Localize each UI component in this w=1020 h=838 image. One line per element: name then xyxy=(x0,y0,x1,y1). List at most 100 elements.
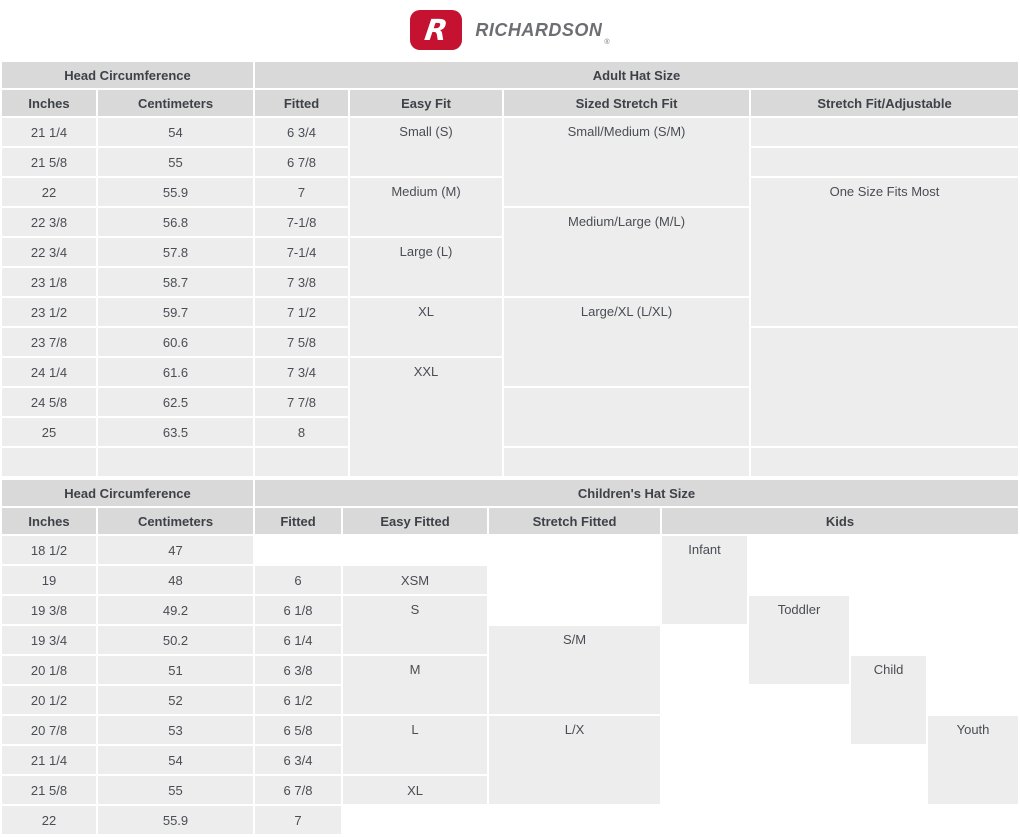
blank-cell xyxy=(489,806,661,834)
adult-sized-stretch-cell: Small/Medium (S/M) xyxy=(504,118,750,206)
table-row: 23 1/2 59.7 7 1/2 XL Large/XL (L/XL) xyxy=(2,298,1018,386)
table-row: 25 63.5 8 xyxy=(2,418,1018,446)
children-fitted-cell: 6 xyxy=(255,566,342,594)
adult-fitted-cell: 8 xyxy=(255,418,349,446)
adult-cm-cell: 61.6 xyxy=(98,358,254,386)
adult-inches-cell: 23 1/8 xyxy=(2,268,96,296)
children-fitted-cell: 6 3/8 xyxy=(255,656,342,684)
blank-cell xyxy=(489,596,661,624)
children-stretch-fitted-cell: L/X xyxy=(489,716,661,804)
children-hat-size-header: Children's Hat Size xyxy=(255,480,1018,506)
kids-child-cell: Child xyxy=(851,656,927,744)
adult-fitted-cell: 7-1/4 xyxy=(255,238,349,266)
kids-youth-cell: Youth xyxy=(928,716,1018,804)
empty-cell xyxy=(751,328,1018,446)
adult-fitted-cell: 7 5/8 xyxy=(255,328,349,356)
blank-cell xyxy=(749,776,850,804)
brand-wordmark: RICHARDSON xyxy=(475,19,603,40)
children-cm-cell: 52 xyxy=(98,686,254,714)
kids-infant-cell: Infant xyxy=(662,536,748,624)
adult-fitted-cell: 7-1/8 xyxy=(255,208,349,236)
table-row: 20 7/8 53 6 5/8 L L/X Youth xyxy=(2,716,1018,804)
table-row: 21 5/8 55 6 7/8 XL xyxy=(2,776,1018,804)
blank-cell xyxy=(851,806,927,834)
children-cm-cell: 54 xyxy=(98,746,254,774)
adult-inches-cell: 23 7/8 xyxy=(2,328,96,356)
children-inches-cell: 20 7/8 xyxy=(2,716,96,744)
table-row: 22 3/8 56.8 7-1/8 Medium/Large (M/L) xyxy=(2,208,1018,296)
adult-easy-fit-cell: XXL xyxy=(350,358,503,476)
blank-cell xyxy=(851,566,927,594)
empty-cell xyxy=(504,448,750,476)
adult-size-table: Head Circumference Adult Hat Size Inches… xyxy=(0,60,1020,478)
adult-hat-size-header: Adult Hat Size xyxy=(255,62,1018,88)
adult-col-fitted: Fitted xyxy=(255,90,349,116)
adult-fitted-cell: 7 3/8 xyxy=(255,268,349,296)
blank-cell xyxy=(749,806,850,834)
children-stretch-fitted-cell: S/M xyxy=(489,626,661,714)
adult-cm-cell: 63.5 xyxy=(98,418,254,446)
blank-cell xyxy=(662,716,748,744)
adult-col-stretch-adjustable: Stretch Fit/Adjustable xyxy=(751,90,1018,116)
children-inches-cell: 21 1/4 xyxy=(2,746,96,774)
adult-inches-cell: 25 xyxy=(2,418,96,446)
adult-inches-cell: 24 1/4 xyxy=(2,358,96,386)
children-fitted-cell: 6 1/2 xyxy=(255,686,342,714)
children-fitted-cell: 7 xyxy=(255,806,342,834)
blank-cell xyxy=(343,536,488,564)
children-inches-cell: 19 xyxy=(2,566,96,594)
children-head-circumference-header: Head Circumference xyxy=(2,480,254,506)
adult-sized-stretch-cell: Medium/Large (M/L) xyxy=(504,208,750,296)
adult-fitted-cell: 7 3/4 xyxy=(255,358,349,386)
empty-cell xyxy=(504,388,750,446)
blank-cell xyxy=(662,746,748,774)
children-size-table: Head Circumference Children's Hat Size I… xyxy=(0,478,1020,836)
empty-cell xyxy=(751,448,1018,476)
logo-r-letter: R xyxy=(422,12,451,47)
adult-head-circumference-header: Head Circumference xyxy=(2,62,254,88)
table-row: 21 1/4 54 6 3/4 xyxy=(2,746,1018,774)
blank-cell xyxy=(662,686,748,714)
adult-fitted-cell: 6 3/4 xyxy=(255,118,349,146)
empty-cell xyxy=(2,448,96,476)
table-row: 19 3/8 49.2 6 1/8 S Toddler xyxy=(2,596,1018,684)
children-fitted-cell: 6 7/8 xyxy=(255,776,342,804)
children-fitted-cell: 6 1/4 xyxy=(255,626,342,654)
adult-cm-cell: 60.6 xyxy=(98,328,254,356)
adult-cm-cell: 55.9 xyxy=(98,178,254,206)
adult-col-centimeters: Centimeters xyxy=(98,90,254,116)
children-col-fitted: Fitted xyxy=(255,508,342,534)
blank-cell xyxy=(343,806,488,834)
table-row: 20 1/2 52 6 1/2 xyxy=(2,686,1018,714)
table-row: 22 3/4 57.8 7-1/4 Large (L) xyxy=(2,238,1018,296)
richardson-logo-icon: R xyxy=(410,10,463,50)
adult-inches-cell: 22 xyxy=(2,178,96,206)
adult-easy-fit-cell: Small (S) xyxy=(350,118,503,176)
adult-sized-stretch-cell: Large/XL (L/XL) xyxy=(504,298,750,386)
adult-inches-cell: 21 5/8 xyxy=(2,148,96,176)
children-col-centimeters: Centimeters xyxy=(98,508,254,534)
adult-col-easy-fit: Easy Fit xyxy=(350,90,503,116)
adult-cm-cell: 55 xyxy=(98,148,254,176)
blank-cell xyxy=(928,626,1018,654)
blank-cell xyxy=(489,566,661,594)
children-cm-cell: 51 xyxy=(98,656,254,684)
blank-cell xyxy=(851,536,927,564)
children-inches-cell: 19 3/8 xyxy=(2,596,96,624)
empty-cell xyxy=(751,148,1018,176)
adult-fitted-cell: 7 xyxy=(255,178,349,206)
children-fitted-cell: 6 3/4 xyxy=(255,746,342,774)
children-inches-cell: 18 1/2 xyxy=(2,536,96,564)
table-row: 24 1/4 61.6 7 3/4 XXL xyxy=(2,358,1018,476)
children-easy-fitted-cell: S xyxy=(343,596,488,654)
blank-cell xyxy=(749,536,850,564)
table-row: 23 1/8 58.7 7 3/8 xyxy=(2,268,1018,296)
empty-cell xyxy=(751,118,1018,146)
adult-inches-cell: 22 3/8 xyxy=(2,208,96,236)
adult-cm-cell: 62.5 xyxy=(98,388,254,416)
table-row: 18 1/2 47 Infant xyxy=(2,536,1018,624)
children-cm-cell: 48 xyxy=(98,566,254,594)
adult-inches-cell: 22 3/4 xyxy=(2,238,96,266)
children-fitted-cell: 6 5/8 xyxy=(255,716,342,744)
blank-cell xyxy=(749,716,850,744)
